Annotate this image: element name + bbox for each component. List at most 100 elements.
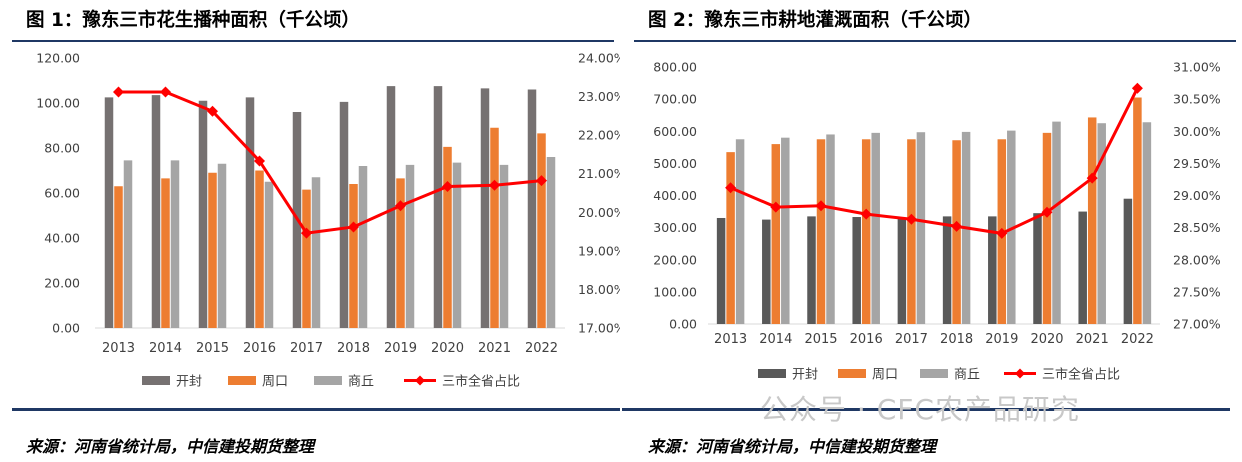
line-point-2021 [489, 179, 500, 191]
x-tick-label: 2013 [714, 332, 747, 347]
legend-swatch-周口 [838, 369, 866, 378]
x-tick-label: 2016 [243, 341, 276, 356]
x-tick-label: 2015 [196, 341, 229, 356]
bar-商丘-2014 [781, 137, 790, 324]
bar-开封-2022 [527, 89, 537, 328]
legend-swatch-周口 [228, 376, 256, 385]
y-right-tick-label: 23.00% [578, 89, 620, 104]
line-point-2018 [348, 221, 359, 233]
bar-周口-2015 [208, 172, 217, 328]
x-tick-label: 2021 [1076, 332, 1109, 347]
x-tick-label: 2016 [850, 332, 883, 347]
bar-周口-2017 [302, 189, 311, 328]
bar-商丘-2021 [1097, 123, 1106, 324]
line-series-三市全省占比 [118, 90, 542, 235]
y-right-tick-label: 18.00% [578, 282, 620, 297]
watermark: 公众号 · CFC农产品研究 [760, 393, 1080, 426]
bar-商丘-2020 [452, 162, 462, 328]
y-left-tick-label: 300.00 [653, 220, 697, 235]
y-right-tick-label: 20.00% [578, 205, 620, 220]
bar-商丘-2022 [546, 157, 556, 328]
bar-周口-2014 [161, 178, 170, 328]
y-left-tick-label: 80.00 [44, 141, 80, 156]
x-tick-label: 2020 [1030, 332, 1063, 347]
y-right-tick-label: 29.00% [1173, 188, 1221, 203]
bar-商丘-2017 [916, 132, 926, 324]
line-point-2016 [860, 208, 872, 220]
x-tick-label: 2021 [478, 341, 511, 356]
bar-周口-2016 [255, 170, 264, 328]
y-right-tick-label: 30.50% [1173, 92, 1221, 107]
bar-开封-2015 [807, 216, 816, 324]
x-tick-label: 2013 [102, 341, 135, 356]
x-tick-label: 2020 [431, 341, 464, 356]
bar-开封-2019 [386, 86, 396, 328]
line-series-三市全省占比 [730, 87, 1139, 235]
legend-label-开封: 开封 [792, 368, 818, 383]
bar-周口-2013 [726, 152, 735, 324]
y-right-tick-label: 19.00% [578, 243, 620, 258]
figure-1-top-rule [12, 40, 614, 42]
bar-商丘-2020 [1052, 121, 1061, 324]
y-right-tick-label: 22.00% [578, 128, 620, 143]
legend-swatch-商丘 [314, 376, 342, 385]
bar-周口-2016 [861, 139, 871, 324]
line-point-2014 [160, 86, 171, 98]
line-point-2020 [1041, 206, 1053, 218]
line-point-2015 [815, 200, 827, 212]
bar-周口-2019 [396, 178, 405, 328]
x-tick-label: 2019 [384, 341, 417, 356]
legend-swatch-开封 [758, 369, 786, 378]
figure-1-title: 图 1：豫东三市花生播种面积（千公顷） [26, 10, 360, 31]
x-tick-label: 2014 [149, 341, 182, 356]
bar-开封-2016 [852, 217, 861, 324]
y-left-tick-label: 400.00 [653, 188, 697, 203]
bar-周口-2014 [771, 144, 781, 324]
legend-label-商丘: 商丘 [954, 368, 980, 383]
bar-周口-2013 [114, 186, 123, 328]
legend-label-周口: 周口 [262, 375, 288, 390]
x-tick-label: 2018 [337, 341, 370, 356]
figure-1-chart: 0.00 20.00 40.00 60.00 80.00 100.00 120.00 17.0… [36, 51, 620, 390]
line-point-2022 [536, 175, 547, 187]
y-right-tick-label: 27.00% [1173, 317, 1221, 332]
bar-商丘-2016 [264, 181, 274, 328]
y-right-tick-label: 28.50% [1173, 220, 1221, 235]
line-point-2019 [395, 200, 406, 212]
y-left-tick-label: 700.00 [653, 92, 697, 107]
y-left-tick-label: 500.00 [653, 156, 697, 171]
bar-开封-2015 [198, 100, 208, 328]
bar-周口-2022 [537, 133, 546, 328]
line-point-2013 [113, 86, 124, 98]
line-point-2020 [442, 180, 453, 192]
y-left-tick-label: 200.00 [653, 252, 697, 267]
bar-周口-2020 [1042, 132, 1052, 324]
y-right-tick-label: 30.00% [1173, 124, 1221, 139]
bar-商丘-2022 [1142, 122, 1152, 324]
bar-开封-2013 [716, 217, 726, 324]
bar-开封-2021 [1078, 211, 1087, 324]
y-right-tick-label: 24.00% [578, 51, 620, 66]
y-right-tick-label: 17.00% [578, 321, 620, 336]
bar-开封-2020 [433, 86, 443, 328]
bar-商丘-2017 [311, 177, 321, 328]
x-tick-label: 2022 [1121, 332, 1154, 347]
line-point-2021 [1086, 172, 1098, 184]
x-tick-label: 2017 [895, 332, 928, 347]
line-point-2015 [207, 105, 218, 117]
bar-周口-2022 [1133, 97, 1142, 324]
bar-开封-2017 [897, 218, 907, 324]
y-left-tick-label: 800.00 [653, 60, 697, 75]
figure-2-top-rule [634, 40, 1236, 42]
bar-开封-2022 [1123, 198, 1133, 324]
x-tick-label: 2014 [759, 332, 792, 347]
legend-label-三市全省占比: 三市全省占比 [442, 374, 520, 390]
bar-开封-2019 [988, 216, 997, 324]
bar-开封-2018 [942, 216, 952, 324]
bar-周口-2017 [907, 139, 916, 324]
figure-2-bottom-rule [622, 408, 1230, 411]
legend-label-三市全省占比: 三市全省占比 [1042, 367, 1120, 383]
bar-周口-2015 [816, 139, 826, 324]
bar-商丘-2018 [358, 166, 368, 328]
bar-商丘-2015 [826, 134, 835, 324]
